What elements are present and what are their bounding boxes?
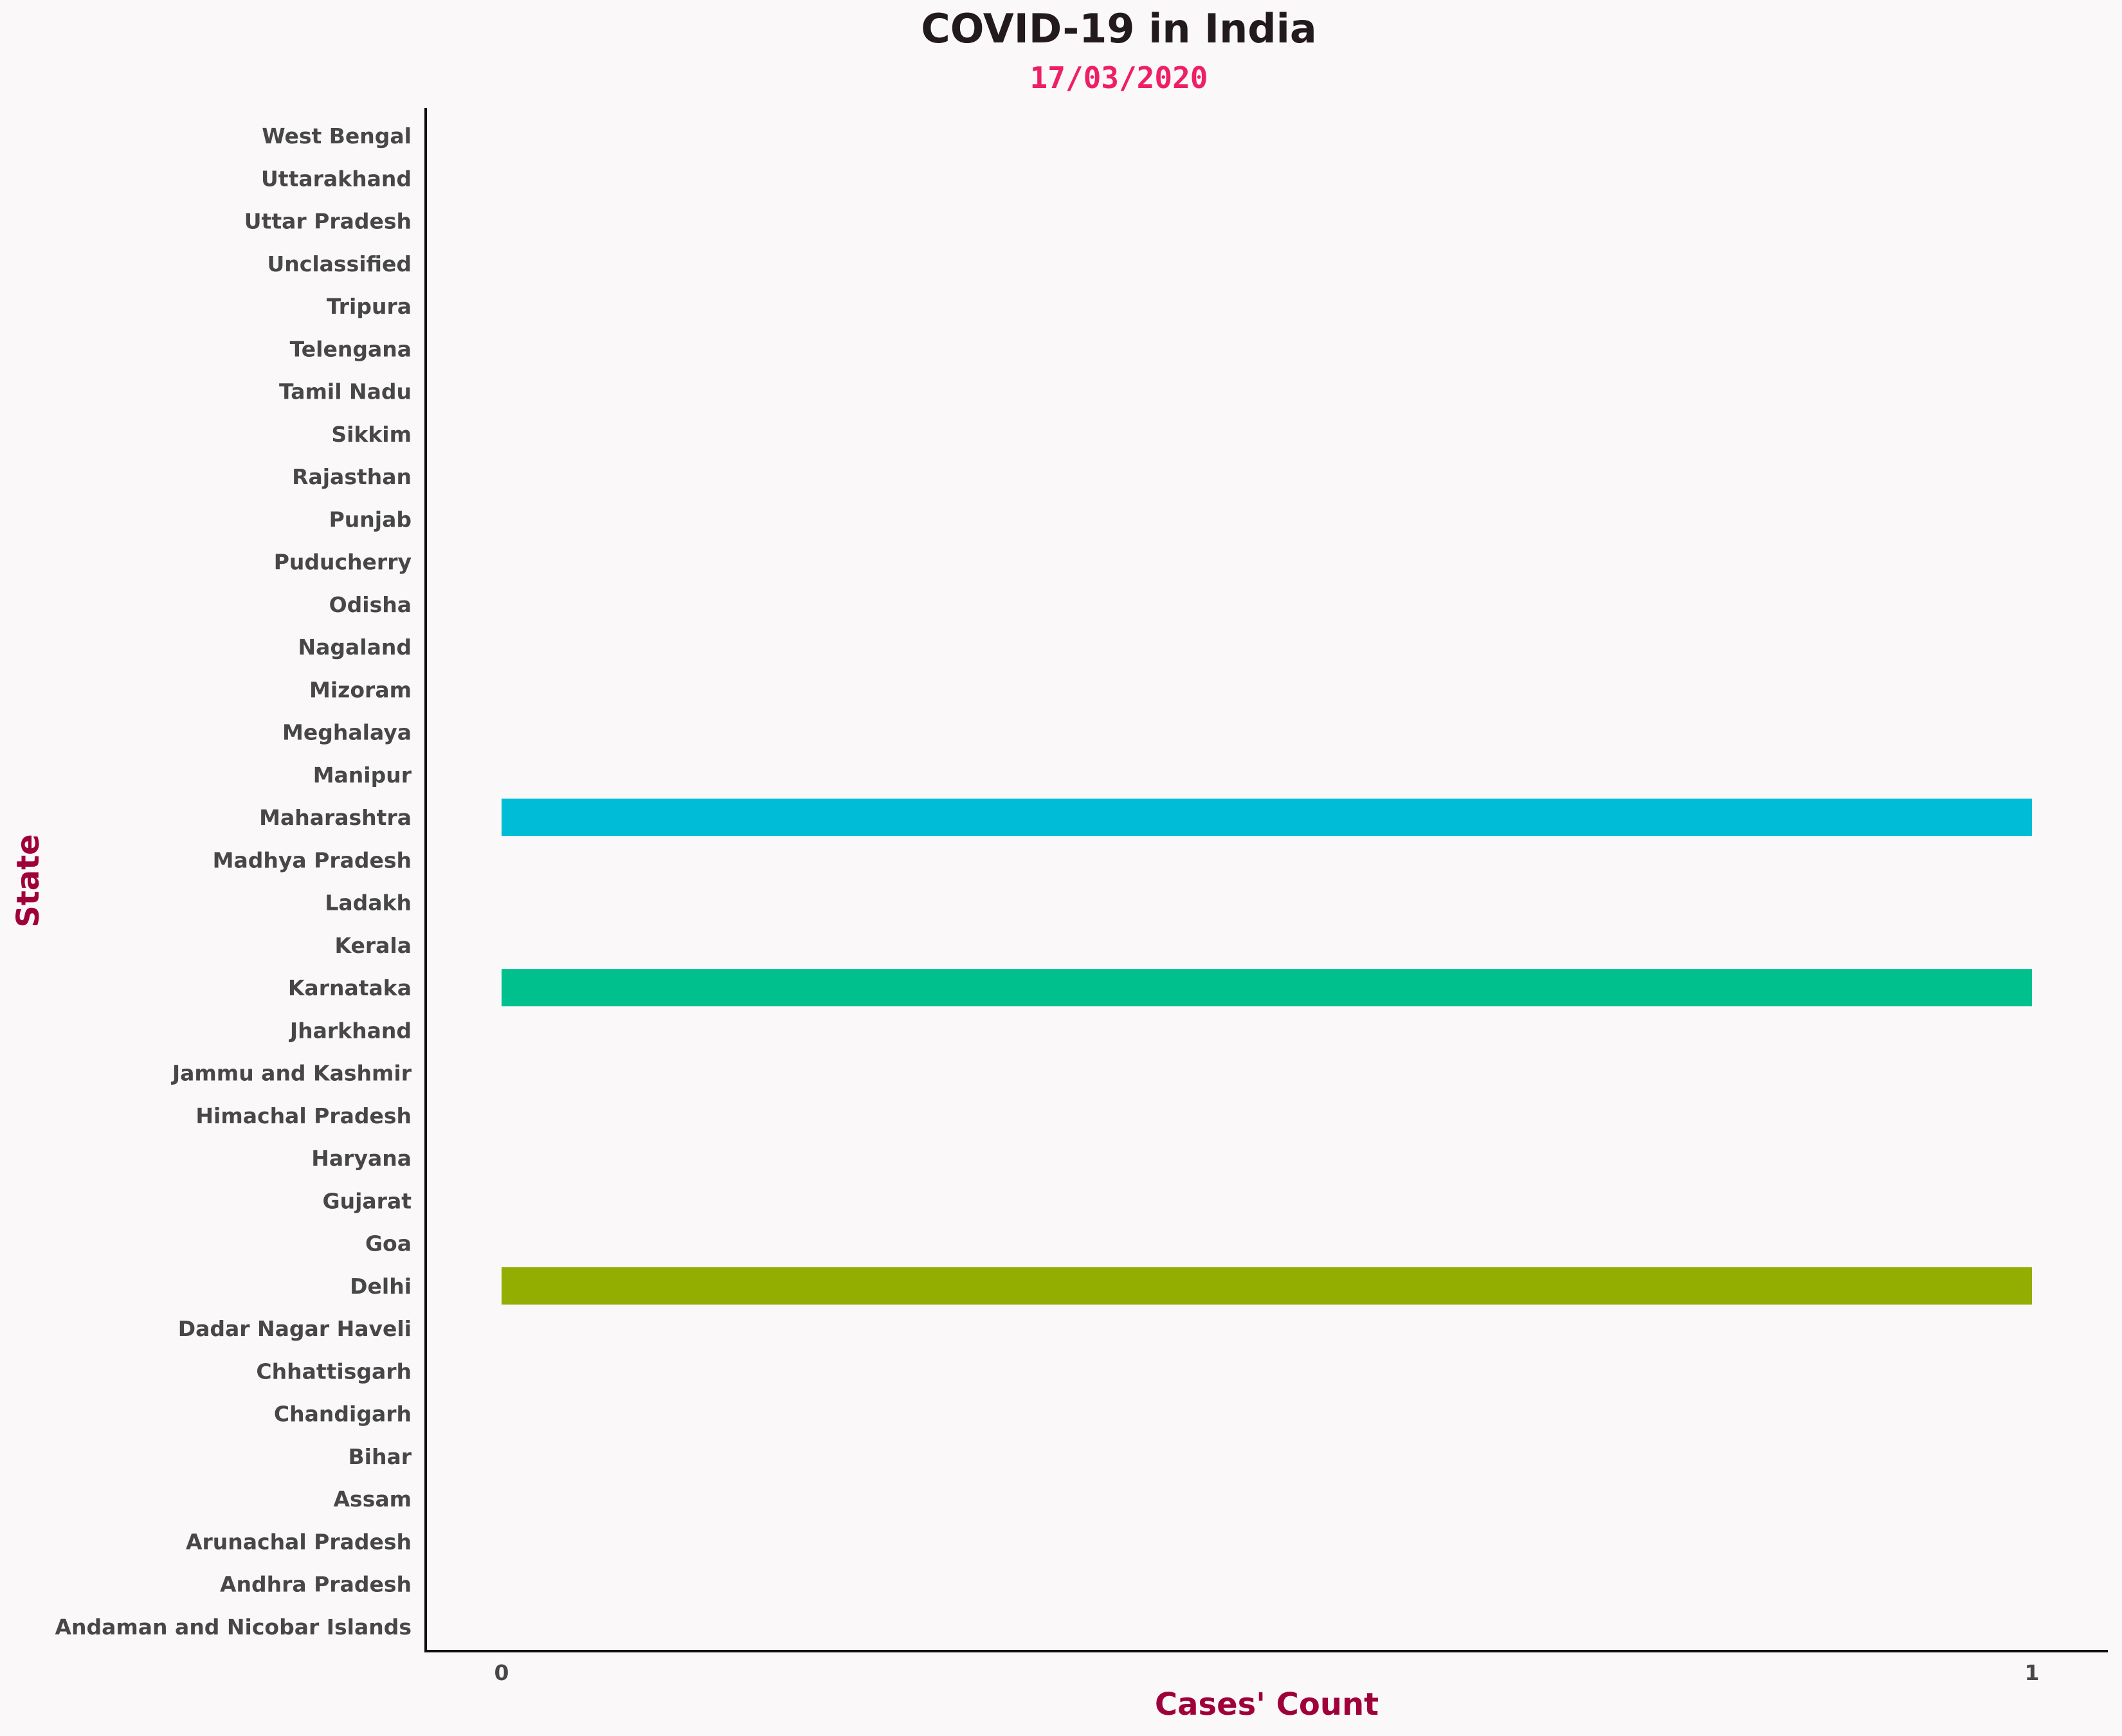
y-tick-label-andhra-pradesh: Andhra Pradesh: [220, 1572, 412, 1597]
y-tick-label-chandigarh: Chandigarh: [274, 1402, 412, 1427]
y-tick-label-dadar-nagar-haveli: Dadar Nagar Haveli: [178, 1316, 412, 1341]
y-tick-label-chhattisgarh: Chhattisgarh: [256, 1359, 412, 1384]
y-tick-label-gujarat: Gujarat: [323, 1188, 412, 1213]
y-tick-label-west-bengal: West Bengal: [262, 123, 412, 149]
y-tick-label-rajasthan: Rajasthan: [292, 464, 412, 489]
y-tick-label-delhi: Delhi: [350, 1274, 412, 1299]
y-tick-label-telengana: Telengana: [290, 336, 412, 361]
bar-karnataka: [502, 969, 2032, 1007]
y-tick-labels: Andaman and Nicobar Islands Andhra Prades…: [55, 123, 412, 1640]
y-tick-label-jammu-and-kashmir: Jammu and Kashmir: [171, 1061, 412, 1086]
y-tick-label-assam: Assam: [334, 1487, 412, 1512]
y-tick-label-meghalaya: Meghalaya: [282, 720, 412, 745]
y-tick-label-tamil-nadu: Tamil Nadu: [279, 379, 412, 404]
y-tick-label-himachal-pradesh: Himachal Pradesh: [195, 1103, 412, 1128]
bar-maharashtra: [502, 799, 2032, 836]
y-tick-label-sikkim: Sikkim: [331, 422, 412, 447]
y-tick-label-jharkhand: Jharkhand: [289, 1018, 412, 1043]
y-tick-label-haryana: Haryana: [311, 1146, 412, 1171]
bar-delhi: [502, 1267, 2032, 1305]
y-tick-label-karnataka: Karnataka: [288, 975, 412, 1000]
y-tick-label-bihar: Bihar: [348, 1444, 412, 1469]
y-tick-label-punjab: Punjab: [329, 507, 412, 532]
y-tick-label-mizoram: Mizoram: [309, 677, 412, 702]
bars-layer: [502, 799, 2032, 1305]
y-tick-label-odisha: Odisha: [329, 592, 412, 617]
x-axis-label: Cases' Count: [1155, 1686, 1379, 1722]
y-axis-label: State: [10, 834, 46, 927]
y-tick-label-arunachal-pradesh: Arunachal Pradesh: [186, 1529, 412, 1554]
y-tick-label-uttar-pradesh: Uttar Pradesh: [244, 209, 412, 234]
y-tick-label-goa: Goa: [365, 1231, 412, 1256]
x-tick-label-0: 0: [494, 1660, 509, 1685]
chart-title: COVID-19 in India: [921, 5, 1316, 52]
y-tick-label-tripura: Tripura: [327, 294, 412, 319]
y-tick-label-unclassified: Unclassified: [268, 251, 412, 276]
y-tick-label-nagaland: Nagaland: [298, 635, 412, 660]
y-tick-label-madhya-pradesh: Madhya Pradesh: [213, 847, 412, 873]
y-tick-label-uttarakhand: Uttarakhand: [261, 166, 412, 191]
y-tick-label-andaman-and-nicobar-islands: Andaman and Nicobar Islands: [55, 1614, 412, 1640]
chart-subtitle: 17/03/2020: [1030, 60, 1208, 95]
y-tick-label-ladakh: Ladakh: [325, 891, 412, 916]
x-tick-label-1: 1: [2025, 1660, 2040, 1685]
y-tick-label-maharashtra: Maharashtra: [259, 805, 412, 830]
y-tick-label-puducherry: Puducherry: [274, 550, 412, 575]
y-tick-label-kerala: Kerala: [335, 933, 412, 958]
y-tick-label-manipur: Manipur: [313, 763, 412, 788]
